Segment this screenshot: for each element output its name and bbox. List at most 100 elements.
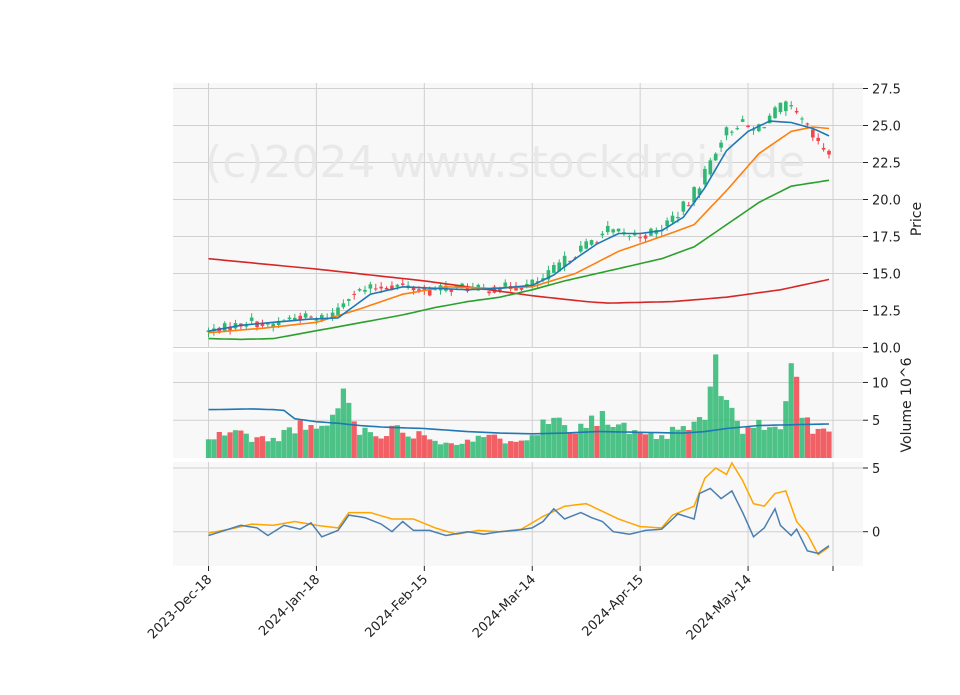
volume-bar <box>362 427 368 458</box>
volume-bar <box>826 431 832 458</box>
volume-bar <box>356 434 363 458</box>
candle-body <box>816 137 821 141</box>
volume-bar <box>508 441 514 458</box>
volume-bar <box>518 440 525 458</box>
macd-panel <box>208 461 830 556</box>
volume-bar <box>378 438 384 458</box>
volume-bar <box>713 354 719 458</box>
candle-body <box>676 216 680 219</box>
candle-body <box>600 233 605 236</box>
volume-bar <box>626 434 632 458</box>
price-axis-title: Price <box>909 202 925 236</box>
candle-body <box>530 279 535 286</box>
volume-bar <box>259 436 266 458</box>
candle-body <box>703 168 707 185</box>
volume-bar <box>788 363 794 458</box>
volume-bar <box>745 427 751 458</box>
volume-bar <box>313 428 320 458</box>
candle-body <box>821 147 826 150</box>
volume-bar <box>448 443 454 458</box>
volume-bar <box>443 442 449 458</box>
volume-bar <box>696 417 703 458</box>
volume-bar <box>222 435 228 458</box>
candle-body <box>579 245 583 252</box>
candle-body <box>217 327 222 333</box>
volume-bar <box>308 425 314 458</box>
volume-bar <box>243 433 249 458</box>
candle-body <box>595 242 599 244</box>
candle-body <box>800 118 804 120</box>
volume-bar <box>729 407 735 458</box>
candle-body <box>665 220 669 227</box>
volume-bar <box>653 438 659 458</box>
volume-bar <box>578 423 584 458</box>
candle-body <box>368 284 373 289</box>
candle-body <box>681 201 686 212</box>
volume-bar <box>351 421 357 458</box>
volume-bar <box>297 420 303 458</box>
macd-line <box>208 487 830 555</box>
price-panel <box>206 100 831 341</box>
volume-bar <box>335 408 341 458</box>
candle-body <box>638 237 642 239</box>
volume-bar <box>524 440 530 458</box>
candle-body <box>746 125 750 128</box>
volume-bar <box>421 435 427 458</box>
volume-bar <box>767 427 773 458</box>
volume-bar <box>610 426 616 458</box>
candle-body <box>411 286 416 291</box>
volume-bar <box>410 438 417 458</box>
candle-body <box>778 102 783 113</box>
volume-tick-label: 5 <box>872 414 880 429</box>
volume-panel <box>205 354 832 458</box>
volume-bar <box>659 435 665 458</box>
candle-body <box>487 291 491 294</box>
candle-body <box>379 286 383 289</box>
x-tick-label: 2023-Dec-18 <box>145 572 215 642</box>
volume-bar <box>270 437 276 458</box>
candle-body <box>336 307 340 315</box>
volume-bar <box>249 441 255 458</box>
volume-bar <box>205 439 212 458</box>
volume-bar <box>815 428 821 458</box>
candle-body <box>794 110 799 113</box>
volume-bar <box>648 431 654 458</box>
volume-bar <box>470 441 476 458</box>
volume-bar <box>238 430 244 458</box>
volume-bar <box>427 439 433 458</box>
candle-body <box>206 330 211 333</box>
volume-bar <box>551 417 557 458</box>
volume-bar <box>497 438 503 458</box>
volume-bar <box>491 434 498 458</box>
volume-bar <box>324 425 330 458</box>
candle-body <box>346 299 351 301</box>
volume-bar <box>276 441 282 458</box>
candle-body <box>260 323 265 326</box>
volume-bar <box>632 430 638 458</box>
volume-bar <box>319 425 325 458</box>
volume-bar <box>761 429 767 458</box>
candle-body <box>519 287 524 290</box>
candle-body <box>552 265 556 273</box>
volume-bar <box>777 429 784 458</box>
price-tick-label: 22.5 <box>872 157 901 172</box>
grid <box>173 83 863 566</box>
candle-body <box>400 283 405 285</box>
candle-body <box>449 289 454 292</box>
candle-body <box>546 270 551 280</box>
candle-body <box>735 128 740 130</box>
candle-body <box>287 317 292 320</box>
price-tick-label: 20.0 <box>872 194 901 209</box>
volume-bar <box>437 444 444 458</box>
volume-bar <box>583 427 589 458</box>
candle-body <box>622 232 626 234</box>
price-tick-label: 12.5 <box>872 305 901 320</box>
x-tick-label: 2024-Apr-15 <box>580 572 647 639</box>
candle-body <box>784 101 788 112</box>
x-tick-label: 2024-Feb-15 <box>363 572 432 641</box>
volume-bar <box>481 437 487 458</box>
volume-bar <box>799 417 805 458</box>
candle-body <box>271 323 276 328</box>
volume-bar <box>642 434 649 458</box>
candle-body <box>244 325 249 327</box>
